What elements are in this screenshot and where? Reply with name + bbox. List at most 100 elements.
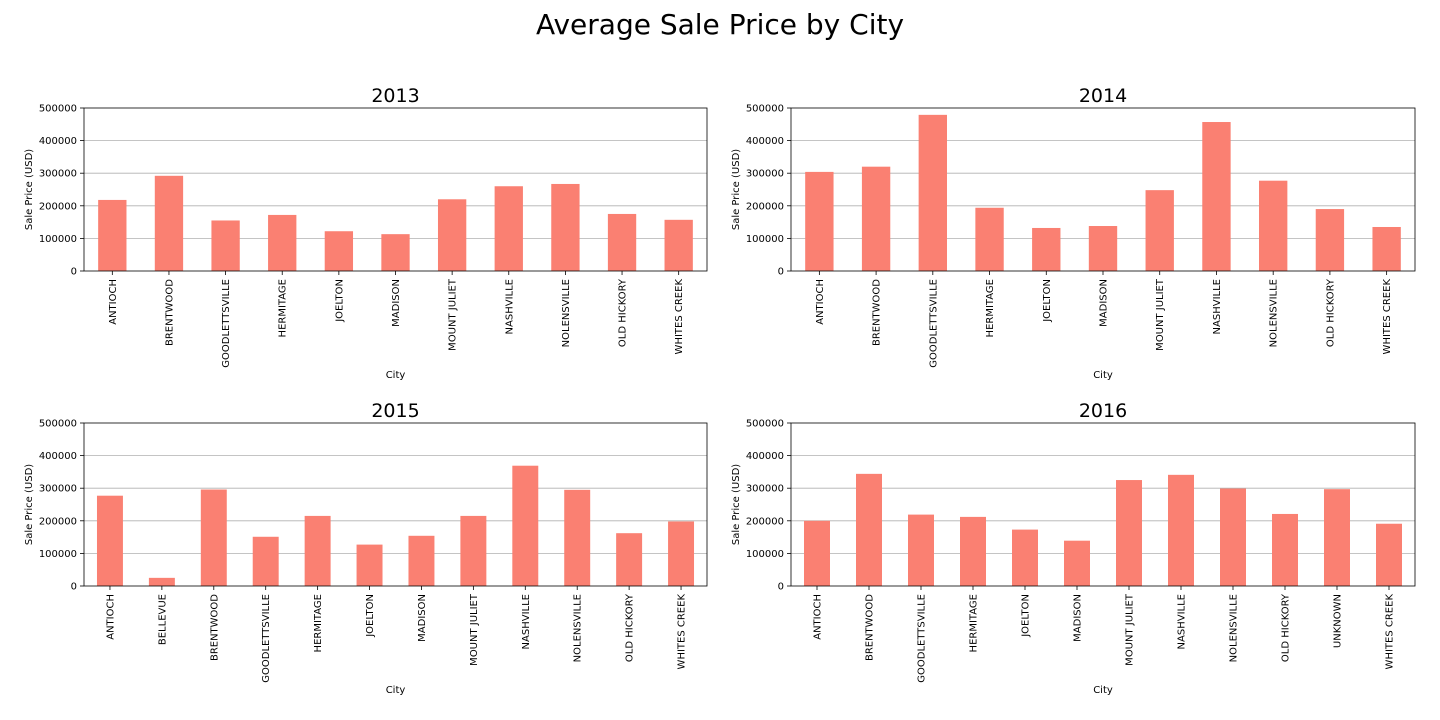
- x-tick-label: ANTIOCH: [108, 279, 119, 325]
- bar: [805, 171, 834, 271]
- x-tick-label: NASHVILLE: [1212, 279, 1223, 334]
- y-tick-label: 500000: [39, 104, 77, 115]
- bar: [1376, 523, 1402, 586]
- x-tick-label: NOLENSVILLE: [573, 594, 584, 662]
- x-tick-label: OLD HICKORY: [618, 278, 629, 347]
- x-tick-label: ANTIOCH: [815, 279, 826, 325]
- x-tick-label: GOODLETTSVILLE: [917, 594, 928, 683]
- bar: [1116, 480, 1142, 586]
- bar: [148, 577, 175, 586]
- panel-title: 2016: [1079, 400, 1127, 422]
- bar: [200, 489, 227, 586]
- x-axis-label: City: [1093, 685, 1113, 696]
- bar: [1012, 529, 1038, 586]
- y-tick-label: 0: [71, 582, 77, 593]
- bar: [356, 544, 383, 586]
- bar: [1202, 122, 1231, 271]
- bar: [975, 207, 1004, 271]
- bar: [324, 231, 354, 271]
- x-tick-label: WHITES CREEK: [1385, 594, 1396, 670]
- y-axis-label: Sale Price (USD): [731, 149, 742, 230]
- x-tick-label: JOELTON: [1021, 594, 1032, 638]
- bar: [1220, 488, 1246, 586]
- y-tick-label: 500000: [39, 419, 77, 430]
- x-tick-label: BRENTWOOD: [164, 279, 175, 346]
- x-tick-label: WHITES CREEK: [1382, 279, 1393, 355]
- bar: [616, 533, 643, 586]
- x-tick-label: MADISON: [1073, 594, 1084, 642]
- bar: [381, 234, 410, 271]
- y-axis-label: Sale Price (USD): [24, 464, 35, 545]
- y-tick-label: 200000: [39, 516, 77, 527]
- x-tick-label: GOODLETTSVILLE: [928, 279, 939, 368]
- y-tick-label: 100000: [746, 549, 784, 560]
- x-tick-label: OLD HICKORY: [1281, 593, 1292, 662]
- bar: [564, 489, 591, 586]
- x-tick-label: MADISON: [417, 594, 428, 642]
- x-tick-label: NOLENSVILLE: [561, 279, 572, 347]
- y-tick-label: 400000: [39, 451, 77, 462]
- x-axis-label: City: [386, 685, 406, 696]
- x-tick-label: NOLENSVILLE: [1269, 279, 1280, 347]
- bar: [1145, 190, 1174, 271]
- x-tick-label: HERMITAGE: [969, 594, 980, 652]
- bar: [268, 214, 297, 271]
- x-tick-label: JOELTON: [1042, 279, 1053, 323]
- x-tick-label: UNKNOWN: [1333, 594, 1344, 648]
- bar: [856, 473, 882, 586]
- bar: [1315, 209, 1345, 271]
- panel-title: 2014: [1079, 85, 1127, 107]
- bar: [1372, 226, 1401, 271]
- y-tick-label: 400000: [39, 136, 77, 147]
- bar: [861, 166, 891, 271]
- bar: [252, 536, 279, 586]
- bar: [408, 535, 435, 586]
- bar: [664, 219, 693, 271]
- bar: [494, 186, 523, 271]
- x-tick-label: BRENTWOOD: [865, 594, 876, 661]
- x-tick-label: OLD HICKORY: [625, 593, 636, 662]
- bar: [512, 465, 539, 586]
- bar: [1032, 227, 1061, 271]
- y-tick-label: 0: [71, 267, 77, 278]
- x-tick-label: MOUNT JULIET: [469, 593, 480, 666]
- bar: [98, 199, 127, 271]
- y-axis-label: Sale Price (USD): [24, 149, 35, 230]
- x-tick-label: GOODLETTSVILLE: [261, 594, 272, 683]
- x-tick-label: WHITES CREEK: [674, 279, 685, 355]
- bar: [551, 183, 580, 271]
- bar: [1168, 474, 1194, 586]
- plot-frame: [790, 422, 1416, 587]
- figure-title: Average Sale Price by City: [535, 8, 905, 41]
- x-tick-label: OLD HICKORY: [1325, 278, 1336, 347]
- x-tick-label: GOODLETTSVILLE: [221, 279, 232, 368]
- bar: [1088, 226, 1118, 271]
- bar: [437, 199, 467, 271]
- bar: [668, 521, 695, 586]
- y-axis-label: Sale Price (USD): [731, 464, 742, 545]
- y-tick-label: 300000: [746, 169, 784, 180]
- y-tick-label: 300000: [746, 484, 784, 495]
- bar: [1064, 540, 1090, 586]
- x-tick-label: HERMITAGE: [278, 279, 289, 337]
- y-tick-label: 300000: [39, 484, 77, 495]
- x-tick-label: BELLEVUE: [157, 594, 168, 645]
- y-tick-label: 100000: [39, 549, 77, 560]
- x-tick-label: ANTIOCH: [813, 594, 824, 640]
- x-axis-label: City: [386, 370, 406, 381]
- bar: [304, 515, 331, 586]
- bar: [154, 175, 184, 271]
- bar: [1324, 489, 1350, 586]
- x-tick-label: MOUNT JULIET: [448, 278, 459, 351]
- bar: [1272, 513, 1298, 586]
- bar: [804, 520, 830, 586]
- y-tick-label: 400000: [746, 451, 784, 462]
- y-tick-label: 200000: [39, 201, 77, 212]
- bar: [1259, 180, 1288, 271]
- x-tick-label: JOELTON: [334, 279, 345, 323]
- x-tick-label: NASHVILLE: [504, 279, 515, 334]
- x-tick-label: JOELTON: [365, 594, 376, 638]
- bar: [908, 514, 934, 586]
- x-tick-label: HERMITAGE: [313, 594, 324, 652]
